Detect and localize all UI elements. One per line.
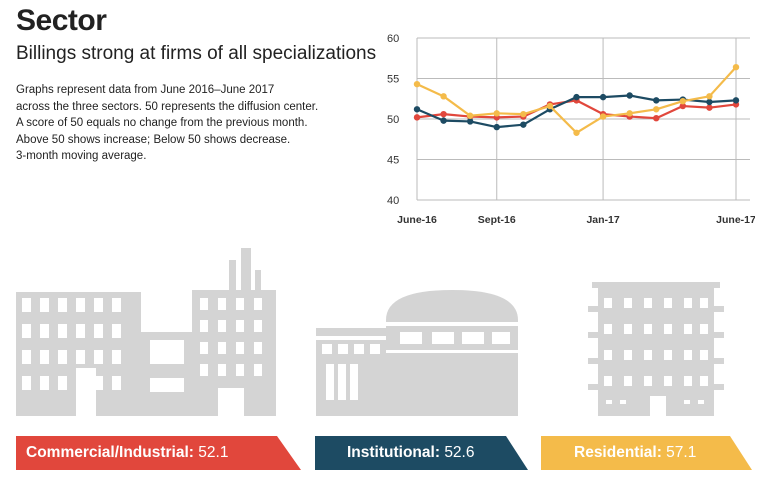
commercial-windows — [22, 298, 262, 416]
residential-windows — [604, 298, 708, 416]
y-tick-label: 50 — [387, 114, 399, 126]
data-point — [440, 93, 447, 100]
commercial-industrial-banner: Commercial/Industrial: 52.1 — [16, 436, 301, 470]
description-line: 3-month moving average. — [16, 150, 147, 162]
x-tick-label: Sept-16 — [478, 214, 516, 226]
page-subtitle: Billings strong at firms of all speciali… — [16, 43, 377, 64]
x-tick-label: June-16 — [397, 214, 437, 226]
description-line: A score of 50 equals no change from the … — [16, 117, 308, 129]
description-line: Graphs represent data from June 2016–Jun… — [16, 84, 275, 96]
data-point — [626, 110, 633, 117]
data-point — [732, 97, 740, 104]
banner-value: 52.6 — [444, 444, 475, 461]
data-point — [679, 102, 687, 110]
y-tick-label: 60 — [387, 33, 399, 45]
data-point — [626, 92, 633, 99]
data-point — [706, 104, 713, 111]
banner-value: 57.1 — [666, 444, 697, 461]
data-point — [546, 102, 554, 110]
data-point — [466, 118, 474, 125]
x-tick-label: Jan-17 — [586, 214, 619, 226]
data-point — [440, 117, 447, 124]
data-point — [413, 106, 421, 113]
data-point — [413, 80, 421, 88]
y-axis-ticks: 40 45 50 55 60 — [387, 33, 399, 207]
institutional-windows — [316, 322, 518, 400]
data-point — [573, 129, 580, 136]
banner-label: Residential: — [574, 444, 662, 461]
data-point — [493, 123, 500, 131]
line-chart: 40 45 50 55 60 June-16 Sept-16 Jan-17 June-17 — [387, 33, 755, 226]
y-tick-label: 45 — [387, 155, 399, 167]
institutional-banner: Institutional: 52.6 — [315, 436, 528, 470]
buildings-illustration — [16, 248, 724, 416]
data-point — [520, 121, 527, 128]
y-tick-label: 40 — [387, 195, 399, 207]
banner-label: Institutional: — [347, 444, 440, 461]
data-point — [653, 114, 660, 122]
x-axis-ticks: June-16 Sept-16 Jan-17 June-17 — [397, 214, 755, 226]
chart-series — [413, 63, 740, 136]
banner-label: Commercial/Industrial: — [26, 444, 194, 461]
data-point — [706, 98, 713, 106]
data-point — [466, 112, 474, 119]
chart-grid — [416, 37, 750, 201]
x-tick-label: June-17 — [716, 214, 755, 226]
data-point — [653, 106, 660, 113]
data-point — [413, 114, 421, 121]
data-point — [653, 97, 660, 104]
y-tick-label: 55 — [387, 74, 399, 86]
description-line: Above 50 shows increase; Below 50 shows … — [16, 133, 291, 146]
chart-description: Graphs represent data from June 2016–Jun… — [16, 82, 376, 165]
data-point — [706, 93, 713, 100]
banner-value: 52.1 — [198, 444, 229, 461]
data-point — [520, 110, 527, 118]
description-line: across the three sectors. 50 represents … — [16, 100, 319, 113]
data-point — [732, 63, 740, 71]
residential-banner: Residential: 57.1 — [541, 436, 752, 470]
data-point — [599, 93, 607, 101]
data-point — [493, 110, 500, 117]
data-point — [599, 113, 607, 120]
page-title: Sector — [16, 4, 107, 37]
data-point — [573, 93, 580, 101]
data-point — [679, 97, 687, 105]
series-2 — [413, 63, 740, 136]
data-point — [440, 110, 447, 118]
residential-balconies — [588, 306, 724, 390]
residential-building — [592, 282, 720, 416]
